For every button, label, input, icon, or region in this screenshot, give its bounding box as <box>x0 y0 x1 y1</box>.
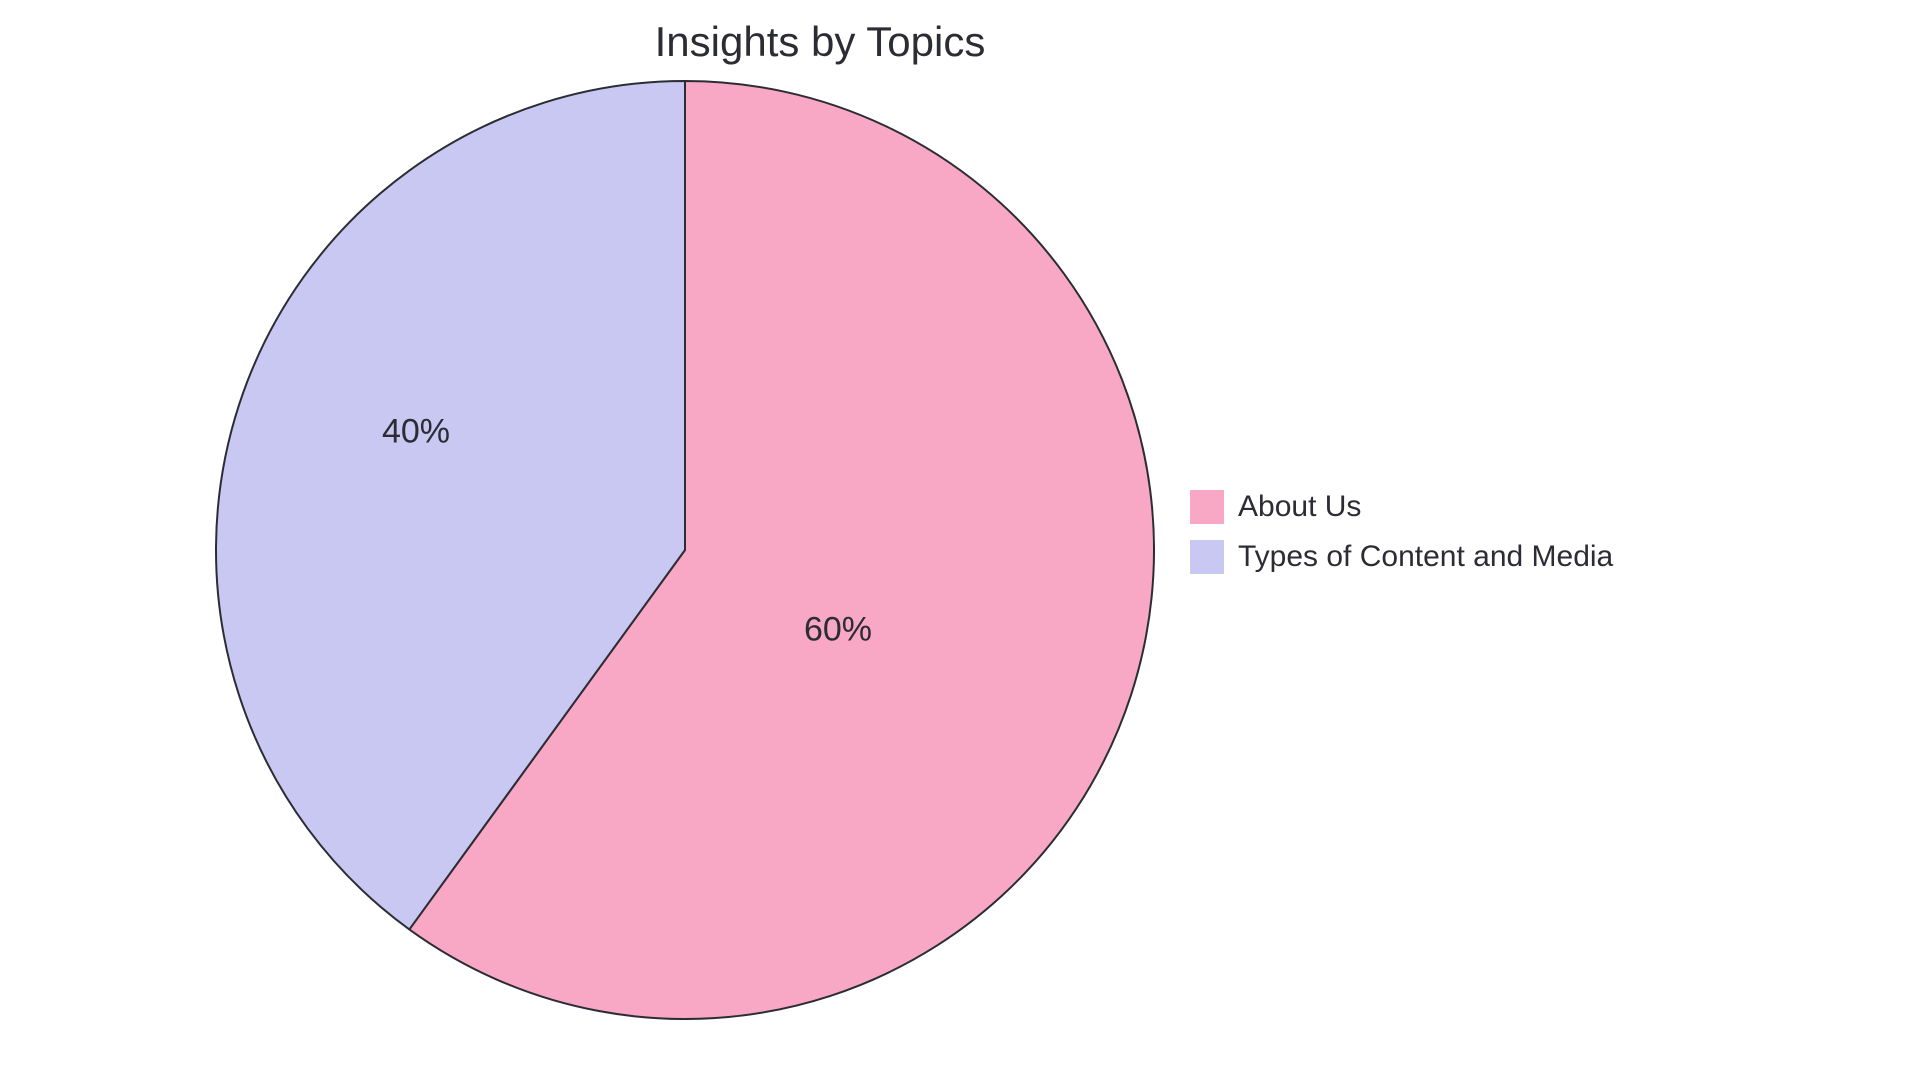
legend-item-0: About Us <box>1190 490 1613 524</box>
chart-title: Insights by Topics <box>0 18 1780 66</box>
legend-label-0: About Us <box>1238 490 1361 524</box>
slice-label-1: 40% <box>382 413 450 452</box>
pie-svg <box>215 80 1155 1020</box>
legend-swatch-1 <box>1190 540 1224 574</box>
legend-item-1: Types of Content and Media <box>1190 540 1613 574</box>
slice-label-0: 60% <box>804 611 872 650</box>
chart-container: Insights by Topics 60% 40% About Us Types … <box>0 0 1920 1080</box>
pie-chart <box>215 80 1155 1025</box>
legend: About Us Types of Content and Media <box>1190 490 1613 574</box>
legend-swatch-0 <box>1190 490 1224 524</box>
legend-label-1: Types of Content and Media <box>1238 540 1613 574</box>
